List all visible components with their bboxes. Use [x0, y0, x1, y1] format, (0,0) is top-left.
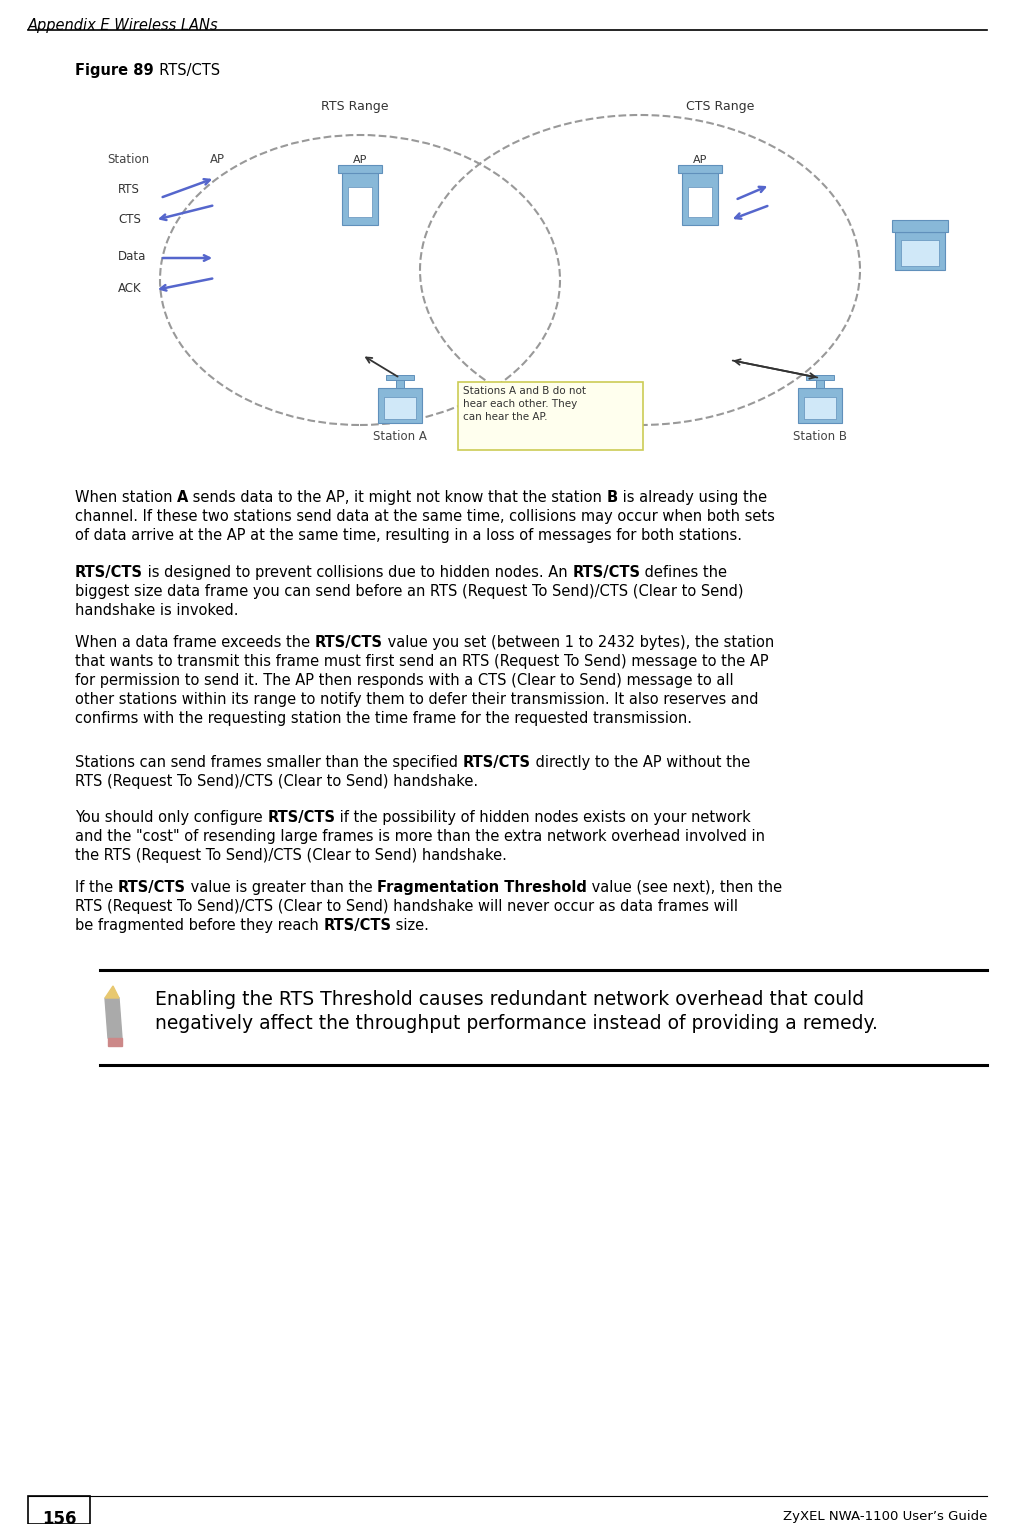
Bar [688, 187, 712, 216]
Text: Data: Data [118, 250, 146, 264]
Bar [28, 1497, 90, 1524]
Text: If the: If the [75, 879, 118, 895]
Text: Figure 89: Figure 89 [75, 62, 153, 78]
Text: RTS: RTS [118, 183, 140, 197]
Text: Enabling the RTS Threshold causes redundant network overhead that could: Enabling the RTS Threshold causes redund… [155, 991, 864, 1009]
Text: Appendix E Wireless LANs: Appendix E Wireless LANs [28, 18, 218, 34]
Bar [678, 165, 722, 174]
Text: value (see next), then the: value (see next), then the [587, 879, 782, 895]
Bar [816, 378, 824, 389]
Text: RTS (Request To Send)/CTS (Clear to Send) handshake will never occur as data fra: RTS (Request To Send)/CTS (Clear to Send… [75, 899, 738, 914]
Text: RTS/CTS: RTS/CTS [150, 62, 220, 78]
Text: RTS/CTS: RTS/CTS [572, 565, 640, 581]
Text: biggest size data frame you can send before an RTS (Request To Send)/CTS (Clear : biggest size data frame you can send bef… [75, 584, 744, 599]
Text: A: A [178, 491, 189, 504]
Bar [806, 375, 834, 379]
Text: confirms with the requesting station the time frame for the requested transmissi: confirms with the requesting station the… [75, 712, 692, 725]
Text: if the possibility of hidden nodes exists on your network: if the possibility of hidden nodes exist… [335, 809, 751, 824]
Text: Stations A and B do not
hear each other. They
can hear the AP.: Stations A and B do not hear each other.… [463, 386, 586, 422]
Text: AP: AP [210, 152, 225, 166]
Bar [798, 389, 842, 424]
Text: 156: 156 [42, 1510, 76, 1524]
Text: RTS (Request To Send)/CTS (Clear to Send) handshake.: RTS (Request To Send)/CTS (Clear to Send… [75, 774, 478, 789]
Text: other stations within its range to notify them to defer their transmission. It a: other stations within its range to notif… [75, 692, 758, 707]
Text: Fragmentation Threshold: Fragmentation Threshold [377, 879, 587, 895]
Text: of data arrive at the AP at the same time, resulting in a loss of messages for b: of data arrive at the AP at the same tim… [75, 527, 742, 543]
Text: is already using the: is already using the [618, 491, 767, 504]
Bar [804, 396, 836, 419]
Text: RTS/CTS: RTS/CTS [463, 754, 531, 770]
Polygon shape [108, 1038, 122, 1045]
Text: RTS/CTS: RTS/CTS [315, 636, 383, 651]
Text: ACK: ACK [118, 282, 142, 296]
Bar [338, 165, 382, 174]
Text: value is greater than the: value is greater than the [186, 879, 377, 895]
Polygon shape [105, 986, 119, 998]
Text: Stations can send frames smaller than the specified: Stations can send frames smaller than th… [75, 754, 463, 770]
Bar [892, 219, 948, 232]
Text: RTS/CTS: RTS/CTS [267, 809, 335, 824]
Bar [386, 375, 414, 379]
Text: handshake is invoked.: handshake is invoked. [75, 604, 239, 619]
Text: ZyXEL NWA-1100 User’s Guide: ZyXEL NWA-1100 User’s Guide [783, 1510, 987, 1522]
Text: channel. If these two stations send data at the same time, collisions may occur : channel. If these two stations send data… [75, 509, 774, 524]
Bar [396, 378, 404, 389]
Bar [342, 171, 378, 226]
Bar [378, 389, 422, 424]
Text: RTS/CTS: RTS/CTS [118, 879, 186, 895]
Bar [895, 232, 945, 270]
Bar [458, 383, 642, 450]
Text: and the "cost" of resending large frames is more than the extra network overhead: and the "cost" of resending large frames… [75, 829, 765, 844]
Text: AP: AP [353, 155, 367, 165]
Bar [384, 396, 416, 419]
Text: value you set (between 1 to 2432 bytes), the station: value you set (between 1 to 2432 bytes),… [383, 636, 774, 651]
Text: CTS: CTS [118, 213, 141, 226]
Text: Station: Station [107, 152, 149, 166]
Text: defines the: defines the [640, 565, 728, 581]
Text: When station: When station [75, 491, 178, 504]
Text: for permission to send it. The AP then responds with a CTS (Clear to Send) messa: for permission to send it. The AP then r… [75, 674, 734, 687]
Text: When a data frame exceeds the: When a data frame exceeds the [75, 636, 315, 651]
Text: negatively affect the throughput performance instead of providing a remedy.: negatively affect the throughput perform… [155, 1013, 878, 1033]
Bar [348, 187, 373, 216]
Text: RTS/CTS: RTS/CTS [324, 917, 392, 933]
Text: AP: AP [693, 155, 707, 165]
Polygon shape [105, 998, 122, 1038]
Text: Station B: Station B [793, 430, 847, 443]
Text: CTS Range: CTS Range [686, 101, 754, 113]
Text: directly to the AP without the: directly to the AP without the [531, 754, 750, 770]
Bar [901, 239, 939, 267]
Text: RTS/CTS: RTS/CTS [75, 565, 143, 581]
Text: be fragmented before they reach: be fragmented before they reach [75, 917, 324, 933]
Text: sends data to the AP, it might not know that the station: sends data to the AP, it might not know … [189, 491, 607, 504]
Text: RTS Range: RTS Range [322, 101, 389, 113]
Bar [682, 171, 718, 226]
Text: the RTS (Request To Send)/CTS (Clear to Send) handshake.: the RTS (Request To Send)/CTS (Clear to … [75, 847, 506, 863]
Text: B: B [607, 491, 618, 504]
Text: that wants to transmit this frame must first send an RTS (Request To Send) messa: that wants to transmit this frame must f… [75, 654, 768, 669]
Text: Station A: Station A [374, 430, 427, 443]
Text: is designed to prevent collisions due to hidden nodes. An: is designed to prevent collisions due to… [143, 565, 572, 581]
Text: You should only configure: You should only configure [75, 809, 267, 824]
Text: size.: size. [392, 917, 429, 933]
